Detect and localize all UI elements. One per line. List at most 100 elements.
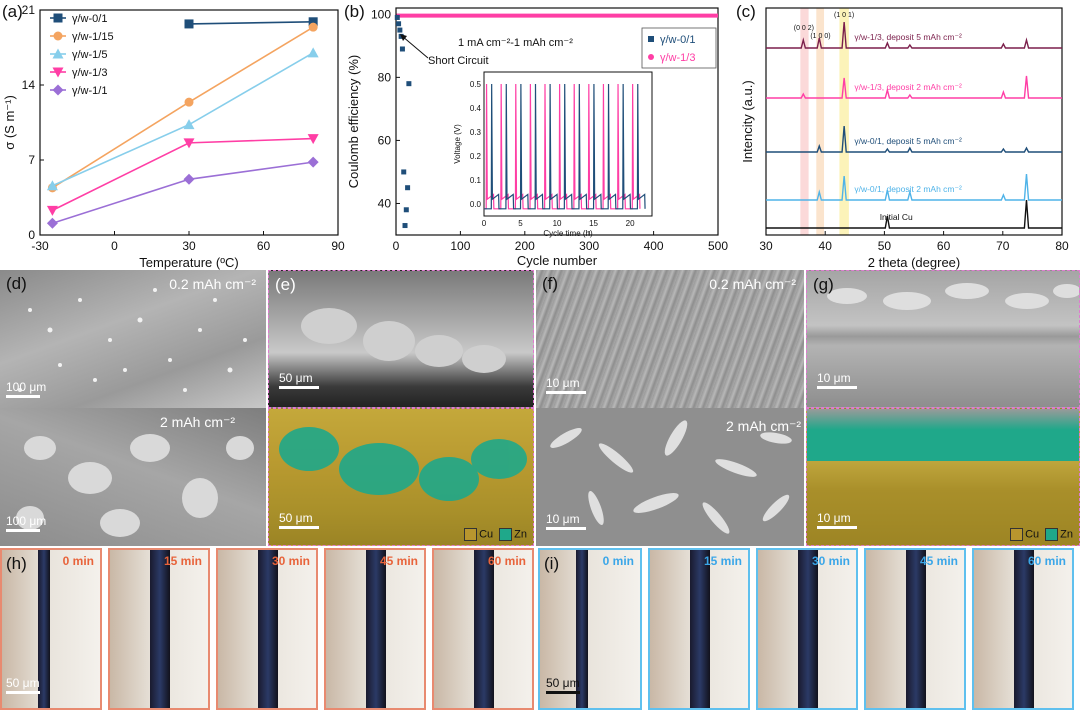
x-tick-label: 40	[819, 239, 833, 253]
scale-text: 50 μm	[279, 511, 313, 525]
legend-zn-text: Zn	[1060, 528, 1073, 541]
y-axis-label: Coulomb efficiency (%)	[346, 55, 361, 188]
series-line	[766, 173, 1062, 201]
frame-1: 15 min	[648, 548, 750, 710]
panel-d-bottom-annot: 2 mAh cm⁻²	[160, 414, 236, 430]
legend-marker	[53, 31, 63, 41]
data-point	[46, 205, 58, 216]
panel-i-scale: 50 μm	[546, 676, 580, 694]
series-4	[46, 156, 319, 229]
legend-zn: Zn	[1045, 528, 1073, 541]
x-tick-label: 0	[111, 239, 118, 253]
panel-g-legend: Cu Zn	[1010, 528, 1073, 541]
electrode-edge	[690, 550, 710, 708]
legend-entry: γ/w-0/1	[648, 34, 695, 46]
time-label: 30 min	[271, 554, 310, 568]
panel-h-label: (h)	[6, 554, 27, 573]
inset-x-tick: 10	[553, 219, 562, 228]
y-tick-label: 40	[378, 196, 392, 210]
legend-label: γ/w-0/1	[660, 34, 695, 46]
peak-label: (0 0 2)	[794, 25, 814, 32]
data-point	[396, 21, 402, 27]
legend-marker	[53, 13, 63, 23]
legend-label: γ/w-1/1	[72, 85, 107, 97]
series-label: Initial Cu	[880, 212, 913, 222]
frame-2: 30 min	[216, 548, 318, 710]
x-tick-label: 200	[515, 239, 535, 253]
frame-4: 60 min	[432, 548, 534, 710]
panel-g-bottom: 10 μm Cu Zn	[806, 408, 1080, 546]
x-tick-label: 400	[644, 239, 664, 253]
scale-text: 50 μm	[6, 676, 40, 690]
time-label: 0 min	[602, 554, 634, 568]
peak-label: (1 0 0)	[810, 33, 830, 40]
panel-b: (b) 0 100 200 300 400 500 40 60 80 100 Cycle numbe…	[340, 0, 740, 270]
short-circuit-label: Short Circuit	[428, 55, 489, 67]
y-tick-label: 7	[28, 153, 35, 167]
sem-dots	[18, 288, 247, 392]
legend-entry: γ/w-1/3	[50, 67, 107, 79]
legend-marker	[52, 67, 64, 78]
time-label: 45 min	[919, 554, 958, 568]
inset-x-tick: 5	[518, 219, 523, 228]
panel-e-bottom: 50 μm Cu Zn	[268, 408, 534, 546]
series-line	[766, 199, 1062, 229]
data-point	[307, 134, 319, 145]
series-label: γ/w-0/1, deposit 2 mAh cm⁻²	[854, 184, 962, 194]
panel-d-label: (d)	[6, 274, 27, 293]
series-line	[766, 21, 1062, 49]
electrode-edge	[366, 550, 386, 708]
data-point	[397, 27, 403, 33]
x-tick-label: 30	[182, 239, 196, 253]
zn-layer	[807, 409, 1079, 461]
panel-b-label: (b)	[344, 2, 365, 21]
x-tick-label: 500	[708, 239, 728, 253]
data-point	[184, 97, 194, 107]
data-point	[46, 180, 58, 191]
band-100	[816, 8, 825, 235]
panel-f-top-scale: 10 μm	[546, 376, 586, 394]
y-tick-label: 0	[28, 228, 35, 242]
panel-g-label: (g)	[813, 275, 834, 294]
series-line	[188, 20, 314, 25]
legend-entry: γ/w-1/3	[648, 52, 695, 64]
legend-entry: γ/w-1/15	[50, 31, 114, 43]
panel-f-bottom-scale: 10 μm	[546, 512, 586, 530]
time-label: 30 min	[811, 554, 850, 568]
sem-flakes	[827, 283, 1079, 310]
panel-f-bottom: 2 mAh cm⁻² 10 μm	[536, 408, 804, 546]
data-point	[307, 47, 319, 58]
panel-g-bottom-scale: 10 μm	[817, 511, 857, 529]
y-axis-label: Intencity (a.u.)	[740, 80, 755, 162]
condition-label: 1 mA cm⁻²-1 mAh cm⁻²	[458, 37, 573, 49]
data-point	[401, 169, 407, 175]
panel-h-scale: 50 μm	[6, 676, 40, 694]
legend-label: γ/w-1/15	[72, 31, 114, 43]
plot-frame	[765, 7, 1063, 236]
panel-e-label: (e)	[275, 275, 296, 294]
frame-4: 60 min	[972, 548, 1074, 710]
electrode-edge	[38, 550, 50, 708]
peak-label: (1 0 1)	[834, 12, 854, 19]
data-point	[405, 185, 411, 191]
data-point	[394, 14, 400, 20]
electrode-edge	[906, 550, 926, 708]
inset-y-tick: 0.5	[470, 80, 482, 89]
frame-1: 15 min	[108, 548, 210, 710]
series-2	[46, 47, 319, 191]
legend-label: γ/w-0/1	[72, 13, 107, 25]
inset-y-tick: 0.2	[470, 152, 482, 161]
data-point	[183, 173, 195, 185]
electrode-edge	[798, 550, 818, 708]
x-tick-label: 300	[579, 239, 599, 253]
x-tick-label: -30	[31, 239, 49, 253]
scale-text: 50 μm	[546, 676, 580, 690]
electrode-edge	[150, 550, 170, 708]
sem-cross-section	[301, 308, 506, 373]
series-line	[766, 125, 1062, 153]
panel-i: 0 min 15 min 30 min 45 min 60 min (i) 50 μm	[538, 548, 1080, 710]
panel-d-top: (d) 0.2 mAh cm⁻² 100 μm	[0, 270, 266, 408]
panel-e-top: (e) 50 μm	[268, 270, 534, 408]
